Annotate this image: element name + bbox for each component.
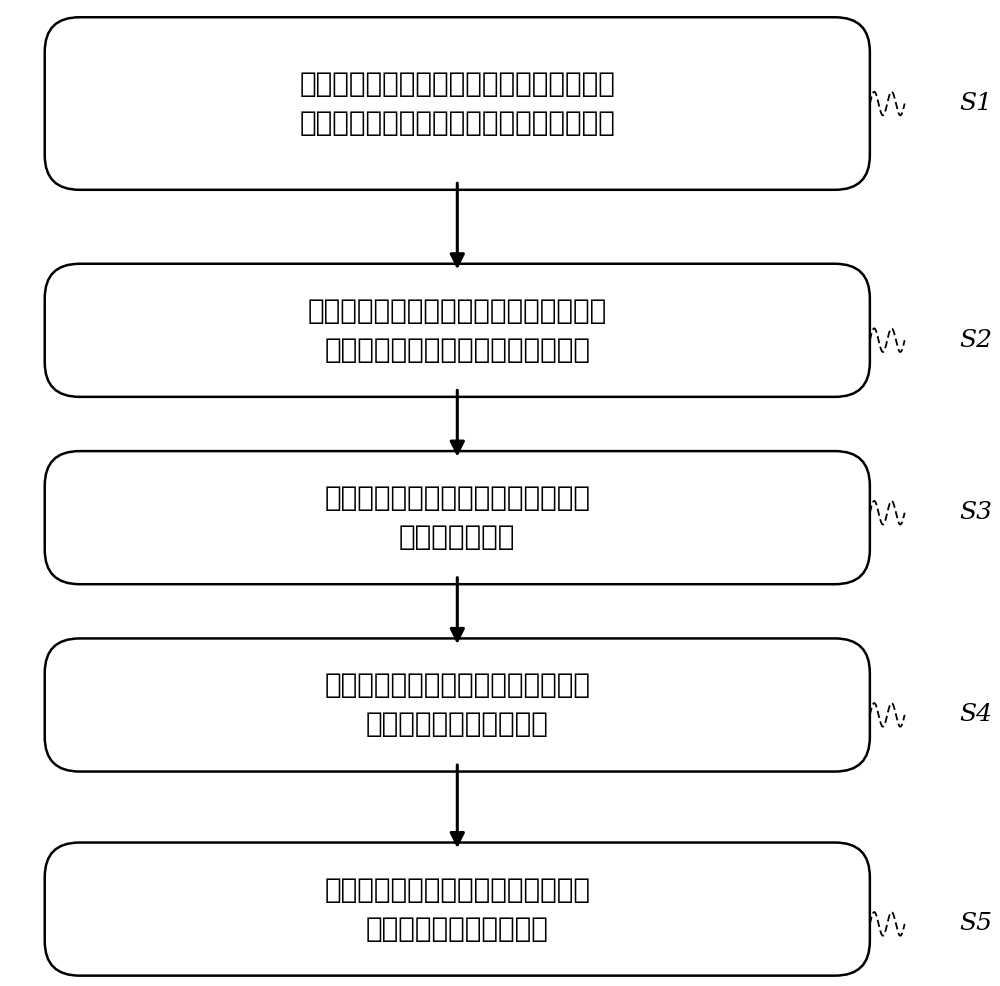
Text: 根据吸气厚度和扇叶模型，确定不同
注气量下的气体前缘位置: 根据吸气厚度和扇叶模型，确定不同 注气量下的气体前缘位置 <box>324 876 590 943</box>
Text: 根据注气前后油井生产动态变化判断注采对
应关系，确定见效油井以及见效油井的井数: 根据注气前后油井生产动态变化判断注采对 应关系，确定见效油井以及见效油井的井数 <box>299 70 615 137</box>
Text: S2: S2 <box>959 328 992 352</box>
Text: S3: S3 <box>959 501 992 525</box>
Text: S4: S4 <box>959 703 992 727</box>
FancyBboxPatch shape <box>45 18 870 189</box>
FancyBboxPatch shape <box>45 639 870 771</box>
FancyBboxPatch shape <box>45 452 870 584</box>
Text: 根据油井见效时间和注采井距计算注入量
在不同见效方向上的注气量劈分系数: 根据油井见效时间和注采井距计算注入量 在不同见效方向上的注气量劈分系数 <box>308 297 607 364</box>
Text: 根据单井累计注入质量计算油藏条件
气体的地下体积: 根据单井累计注入质量计算油藏条件 气体的地下体积 <box>324 484 590 551</box>
Text: S5: S5 <box>959 912 992 936</box>
FancyBboxPatch shape <box>45 842 870 976</box>
Text: S1: S1 <box>959 92 992 115</box>
Text: 根据注气量劈分系数，计算不同见效
油井方向上的地下注气量: 根据注气量劈分系数，计算不同见效 油井方向上的地下注气量 <box>324 671 590 739</box>
FancyBboxPatch shape <box>45 263 870 396</box>
